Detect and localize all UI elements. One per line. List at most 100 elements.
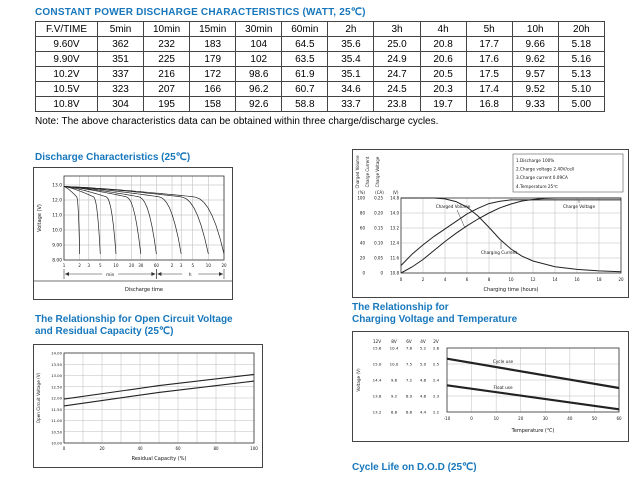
svg-text:2: 2: [422, 277, 425, 282]
table-cell: 23.8: [373, 96, 421, 112]
svg-text:Charging time (hours): Charging time (hours): [483, 287, 538, 293]
svg-text:14.0: 14.0: [390, 211, 399, 216]
table-body: 9.60V 362 232 183 104 64.5 35.6 25.0 20.8 17.7 9.6…: [35, 36, 606, 112]
svg-text:4.8: 4.8: [420, 378, 427, 383]
svg-text:Charged Volume: Charged Volume: [355, 155, 360, 189]
svg-text:40: 40: [360, 241, 366, 246]
table-cell: 61.9: [281, 66, 329, 82]
svg-text:100: 100: [357, 196, 365, 201]
table-cell: 25.0: [373, 36, 421, 52]
table-cell: 64.5: [281, 36, 329, 52]
svg-text:13.2: 13.2: [373, 410, 382, 415]
page-title: CONSTANT POWER DISCHARGE CHARACTERISTICS…: [35, 7, 366, 18]
svg-text:10.50: 10.50: [51, 429, 62, 434]
svg-text:min: min: [106, 272, 114, 278]
svg-text:2.2: 2.2: [433, 410, 440, 415]
table-cell: 10.2V: [35, 66, 98, 82]
table-cell: 337: [96, 66, 145, 82]
section-title-charging-voltage-temperature: The Relationship for Charging Voltage an…: [352, 302, 517, 326]
svg-text:100: 100: [250, 446, 258, 451]
table-cell: 9.33: [511, 96, 559, 112]
table-cell: 5.13: [557, 66, 606, 82]
table-header-cell: F.V/TIME: [35, 21, 98, 37]
table-cell: 9.60V: [35, 36, 98, 52]
svg-text:12.0: 12.0: [52, 198, 62, 204]
svg-text:6V: 6V: [406, 339, 412, 344]
section-title-discharge: Discharge Characteristics (25℃): [35, 152, 191, 163]
svg-text:80: 80: [360, 211, 366, 216]
table-row: 10.5V 323 207 166 96.2 60.7 34.6 24.5 20.3 17.4 9.…: [35, 81, 606, 97]
table-cell: 9.66: [511, 36, 559, 52]
svg-text:15.6: 15.6: [373, 346, 382, 351]
svg-text:Open Circuit Voltage (V): Open Circuit Voltage (V): [36, 372, 41, 423]
table-header-cell: 2h: [327, 21, 375, 37]
svg-text:(V): (V): [393, 190, 399, 195]
section-title-ocv: The Relationship for Open Circuit Voltag…: [35, 314, 233, 338]
svg-text:60: 60: [616, 416, 622, 421]
svg-text:2: 2: [78, 263, 81, 268]
svg-text:h: h: [189, 272, 192, 278]
svg-text:4V: 4V: [420, 339, 426, 344]
svg-text:10: 10: [508, 277, 514, 282]
table-cell: 20.8: [419, 36, 467, 52]
svg-text:3: 3: [180, 263, 183, 268]
table-cell: 183: [189, 36, 237, 52]
section-title-line: and Residual Capacity (25℃): [35, 326, 174, 337]
svg-text:14.00: 14.00: [51, 351, 62, 356]
table-cell: 17.5: [465, 66, 513, 82]
svg-text:18: 18: [596, 277, 602, 282]
table-cell: 166: [189, 81, 237, 97]
svg-text:13.2: 13.2: [390, 226, 399, 231]
svg-text:5.2: 5.2: [420, 346, 427, 351]
table-cell: 10.5V: [35, 81, 98, 97]
table-cell: 20.5: [419, 66, 467, 82]
svg-text:11.50: 11.50: [51, 407, 62, 412]
table-cell: 195: [143, 96, 191, 112]
table-cell: 33.7: [327, 96, 375, 112]
svg-text:14.4: 14.4: [373, 378, 382, 383]
svg-text:15.0: 15.0: [373, 362, 382, 367]
table-cell: 60.7: [281, 81, 329, 97]
table-header-cell: 5min: [96, 21, 145, 37]
table-cell: 102: [235, 51, 283, 67]
svg-text:12.50: 12.50: [51, 384, 62, 389]
svg-text:4.Temperature 25℃: 4.Temperature 25℃: [516, 184, 558, 189]
table-cell: 24.5: [373, 81, 421, 97]
table-cell: 24.9: [373, 51, 421, 67]
svg-text:4: 4: [444, 277, 447, 282]
table-header-cell: 4h: [419, 21, 467, 37]
svg-text:Charge Voltage: Charge Voltage: [563, 204, 595, 209]
svg-text:10.00: 10.00: [51, 441, 62, 446]
svg-text:12.4: 12.4: [390, 241, 399, 246]
svg-text:2.6: 2.6: [433, 346, 440, 351]
table-header-cell: 5h: [465, 21, 513, 37]
svg-text:20: 20: [221, 263, 227, 268]
svg-text:60: 60: [154, 263, 160, 268]
svg-text:0.20: 0.20: [374, 211, 383, 216]
svg-text:14: 14: [552, 277, 558, 282]
svg-text:60: 60: [175, 446, 181, 451]
svg-text:Residual Capacity (%): Residual Capacity (%): [132, 456, 187, 462]
charging-characteristics-chart: Charged Volume Charge Current Charge Volta…: [352, 149, 629, 298]
section-title-cycle-life: Cycle Life on D.O.D (25℃): [352, 462, 477, 473]
svg-text:8V: 8V: [391, 339, 397, 344]
table-cell: 158: [189, 96, 237, 112]
svg-text:Cycle use: Cycle use: [493, 359, 514, 364]
svg-text:Voltage (V): Voltage (V): [356, 368, 361, 392]
svg-text:Charged Volume: Charged Volume: [436, 204, 471, 209]
table-cell: 20.3: [419, 81, 467, 97]
table-header-cell: 30min: [235, 21, 283, 37]
table-cell: 20.6: [419, 51, 467, 67]
table-cell: 5.16: [557, 51, 606, 67]
table-cell: 98.6: [235, 66, 283, 82]
svg-text:0: 0: [362, 271, 365, 276]
svg-text:40: 40: [567, 416, 573, 421]
svg-text:5: 5: [191, 263, 194, 268]
table-cell: 323: [96, 81, 145, 97]
svg-text:10.4: 10.4: [390, 346, 399, 351]
svg-text:6.6: 6.6: [406, 410, 413, 415]
svg-text:5: 5: [99, 263, 102, 268]
svg-text:2.4: 2.4: [433, 378, 440, 383]
table-header-row: F.V/TIME 5min 10min 15min 30min 60min 2h 3h 4h 5h…: [35, 21, 606, 37]
